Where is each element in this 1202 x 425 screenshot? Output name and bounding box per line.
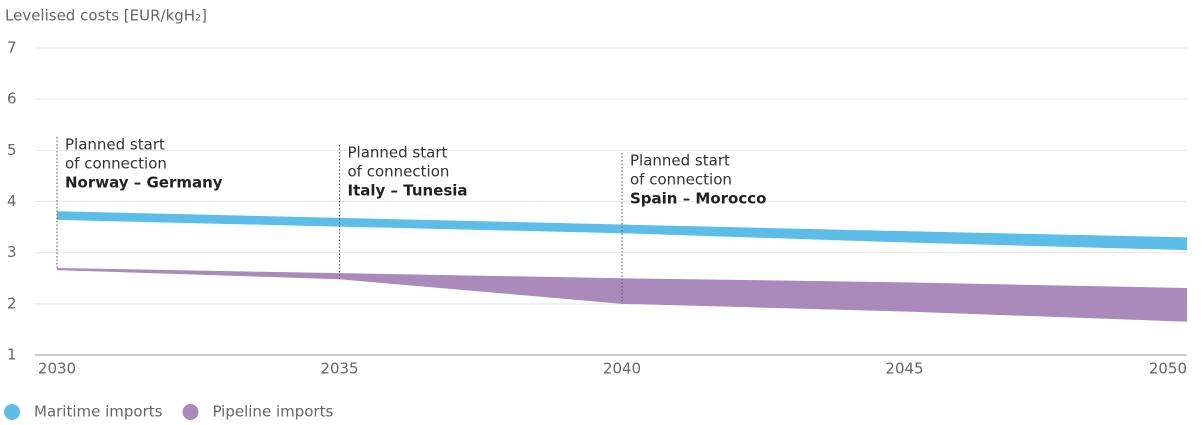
annotation-bold: Italy – Tunesia xyxy=(348,182,468,200)
annotation-text: Planned start xyxy=(65,136,165,154)
y-tick-label: 4 xyxy=(7,192,17,210)
annotation-text: of connection xyxy=(630,171,732,189)
legend-label: Pipeline imports xyxy=(212,403,333,421)
annotation-bold: Spain – Morocco xyxy=(630,190,766,208)
x-tick-label: 2040 xyxy=(603,360,641,378)
annotation-text: Planned start xyxy=(348,144,448,162)
x-tick-label: 2050 xyxy=(1149,360,1187,378)
legend-marker xyxy=(182,404,199,420)
annotation-text: Planned start xyxy=(630,152,730,170)
x-tick-label: 2030 xyxy=(38,360,76,378)
y-tick-label: 2 xyxy=(7,294,17,312)
x-tick-label: 2045 xyxy=(885,360,923,378)
y-tick-label: 7 xyxy=(7,39,17,57)
legend-label: Maritime imports xyxy=(34,403,163,421)
y-tick-label: 6 xyxy=(7,90,17,108)
x-tick-label: 2035 xyxy=(320,360,358,378)
y-tick-label: 1 xyxy=(7,346,17,364)
y-tick-label: 5 xyxy=(7,141,17,159)
range-area xyxy=(57,268,1187,322)
y-axis-label: Levelised costs [EUR/kgH₂] xyxy=(5,7,207,25)
annotation-bold: Norway – Germany xyxy=(65,174,223,192)
y-tick-label: 3 xyxy=(7,243,17,261)
annotation-text: of connection xyxy=(65,155,167,173)
legend-marker xyxy=(4,404,20,420)
annotation-text: of connection xyxy=(348,163,450,181)
